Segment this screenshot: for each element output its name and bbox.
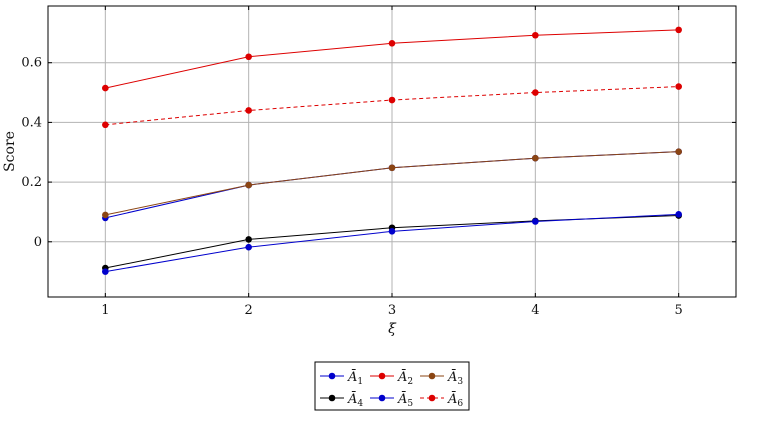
- legend-label: Ā5: [397, 391, 413, 409]
- x-tick-label: 1: [101, 303, 109, 318]
- legend-marker: [378, 372, 386, 380]
- data-point: [675, 148, 682, 155]
- data-point: [532, 218, 539, 225]
- y-tick-label: 0: [34, 235, 42, 250]
- legend-marker: [328, 372, 336, 380]
- legend-label: Ā4: [347, 391, 363, 409]
- x-tick-label: 4: [531, 303, 539, 318]
- data-point: [388, 40, 396, 47]
- data-point: [532, 154, 539, 162]
- x-tick-label: 5: [675, 303, 683, 318]
- x-axis-label: ξ: [388, 321, 397, 337]
- legend-marker: [428, 394, 436, 402]
- data-point: [388, 164, 396, 172]
- legend-item-A3: Ā3: [420, 369, 463, 387]
- data-point: [245, 107, 252, 114]
- y-tick-label: 0.4: [21, 115, 42, 130]
- legend-label: Ā6: [447, 391, 463, 409]
- legend-marker: [328, 394, 336, 402]
- data-point: [675, 26, 682, 34]
- data-point: [245, 181, 252, 189]
- legend-item-A5: Ā5: [370, 391, 413, 409]
- data-point: [102, 268, 109, 275]
- series-A2: [102, 26, 682, 92]
- legend-label: Ā3: [447, 369, 463, 387]
- data-point: [532, 89, 539, 96]
- data-point: [532, 31, 539, 39]
- data-point: [245, 243, 252, 251]
- series-lines: [102, 26, 682, 275]
- data-point: [675, 211, 682, 218]
- data-point: [102, 211, 109, 219]
- data-point: [675, 83, 682, 90]
- data-point: [102, 84, 109, 92]
- x-tick-label: 3: [388, 303, 396, 318]
- data-point: [388, 228, 396, 235]
- legend: Ā1 Ā2 Ā3 Ā4 Ā5 Ā6: [314, 361, 470, 411]
- grid: [48, 6, 736, 297]
- y-tick-label: 0.6: [21, 56, 42, 71]
- legend-marker: [428, 372, 436, 380]
- x-tick-label: 2: [245, 303, 253, 318]
- series-A5: [102, 211, 682, 275]
- series-A6: [102, 83, 682, 129]
- legend-item-A4: Ā4: [320, 391, 363, 409]
- y-tick-label: 0.2: [21, 175, 42, 190]
- data-point: [102, 121, 109, 129]
- data-point: [245, 53, 252, 61]
- series-A3: [102, 148, 682, 219]
- axis-ticks: 1 2 3 4 5 0 0.2 0.4 0.6: [21, 6, 736, 318]
- legend-item-A1: Ā1: [320, 369, 363, 387]
- legend-item-A6: Ā6: [420, 391, 463, 409]
- data-point: [245, 236, 252, 243]
- legend-label: Ā2: [397, 369, 413, 387]
- legend-label: Ā1: [347, 369, 363, 387]
- data-point: [388, 96, 396, 104]
- y-axis-label: Score: [2, 131, 18, 172]
- legend-box: [314, 361, 470, 411]
- legend-marker: [378, 394, 386, 402]
- legend-item-A2: Ā2: [370, 369, 413, 387]
